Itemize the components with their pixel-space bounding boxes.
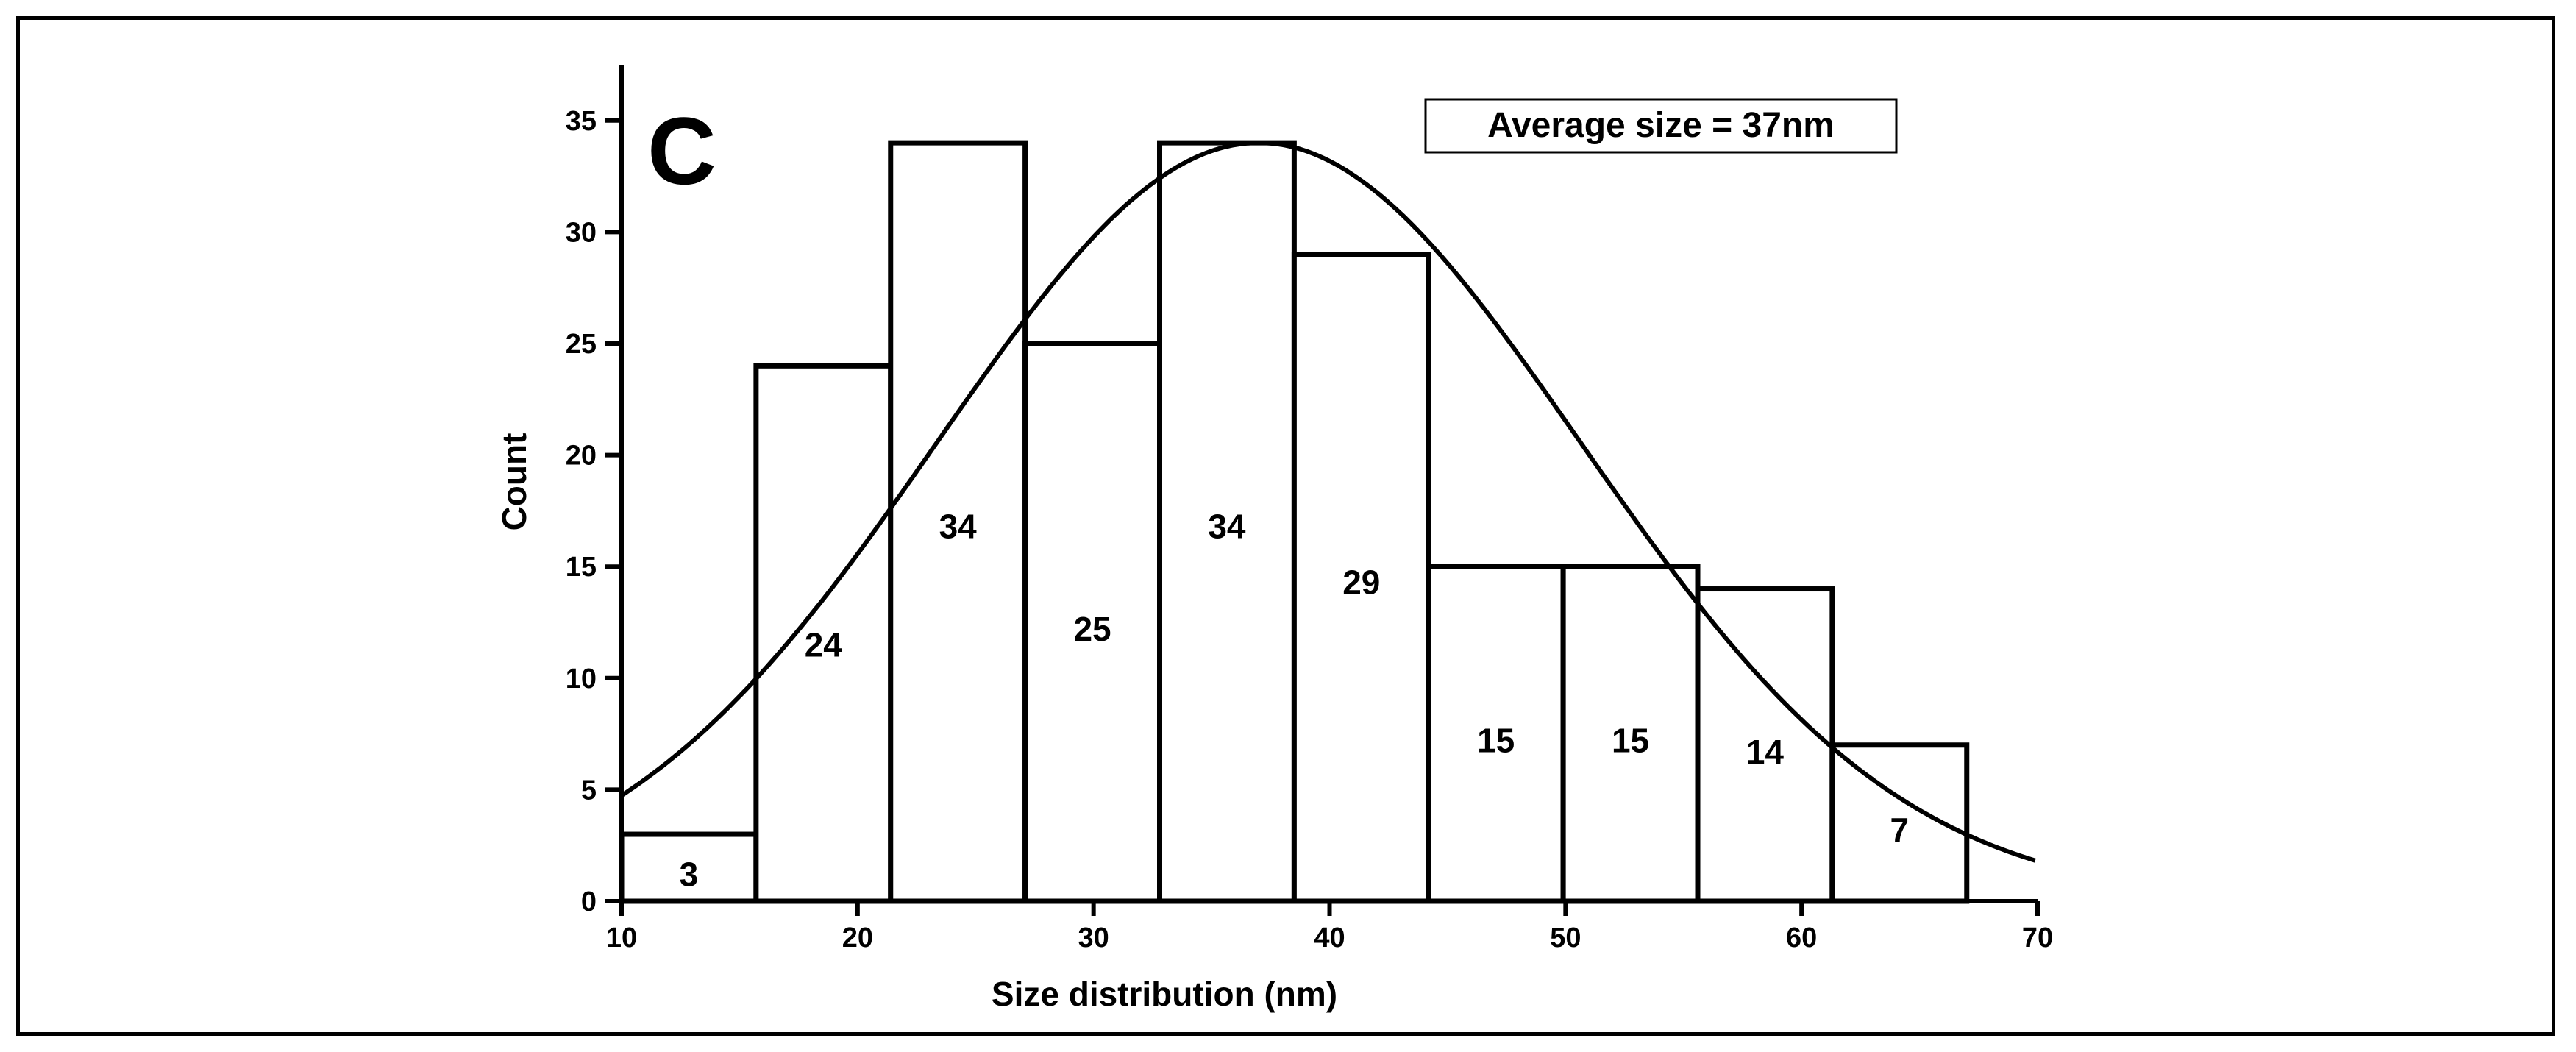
bar-label-10: 7 xyxy=(1890,811,1910,849)
bar-labels-group: 3 24 34 25 34 29 15 15 14 7 xyxy=(680,508,1909,894)
y-tick-label-5: 5 xyxy=(581,775,597,806)
y-tick-label-30: 30 xyxy=(566,217,597,248)
y-tick-label-10: 10 xyxy=(566,664,597,694)
bar-label-3: 34 xyxy=(939,508,978,546)
panel-label: C xyxy=(647,97,716,205)
x-axis-title: Size distribution (nm) xyxy=(992,975,1337,1013)
x-tick-label-10: 10 xyxy=(606,923,637,953)
x-tick-label-70: 70 xyxy=(2022,923,2053,953)
bar-label-9: 14 xyxy=(1746,733,1785,771)
average-size-box xyxy=(1424,98,1898,154)
x-tick-label-30: 30 xyxy=(1078,923,1109,953)
y-tick-label-15: 15 xyxy=(566,552,597,583)
gaussian-fit-curve xyxy=(620,141,2036,863)
bar-label-4: 25 xyxy=(1073,610,1111,648)
bar-9 xyxy=(1695,586,1835,904)
bars-group xyxy=(619,140,1970,904)
bar-7 xyxy=(1426,564,1566,904)
chart-frame xyxy=(16,16,2555,1036)
bar-label-6: 29 xyxy=(1342,563,1380,601)
bar-label-1: 3 xyxy=(680,856,699,894)
x-tick-label-50: 50 xyxy=(1550,923,1581,953)
y-axis-title: Count xyxy=(495,433,533,531)
x-tick-label-60: 60 xyxy=(1786,923,1817,953)
bar-label-5: 34 xyxy=(1208,508,1246,546)
bar-6 xyxy=(1291,252,1431,904)
bar-label-8: 15 xyxy=(1612,722,1649,760)
y-ticks-group: 0 5 10 15 20 25 30 35 xyxy=(566,106,622,917)
y-tick-label-25: 25 xyxy=(566,329,597,360)
x-tick-label-20: 20 xyxy=(842,923,873,953)
y-tick-label-35: 35 xyxy=(566,106,597,137)
average-size-annotation: Average size = 37nm xyxy=(1487,106,1835,145)
y-tick-label-0: 0 xyxy=(581,886,597,917)
bar-8 xyxy=(1560,564,1701,904)
bar-label-2: 24 xyxy=(805,625,843,664)
bar-4 xyxy=(1022,341,1162,904)
bar-label-7: 15 xyxy=(1477,722,1515,760)
x-ticks-group: 10 20 30 40 50 60 70 xyxy=(606,901,2053,953)
y-tick-label-20: 20 xyxy=(566,441,597,472)
x-tick-label-40: 40 xyxy=(1314,923,1345,953)
